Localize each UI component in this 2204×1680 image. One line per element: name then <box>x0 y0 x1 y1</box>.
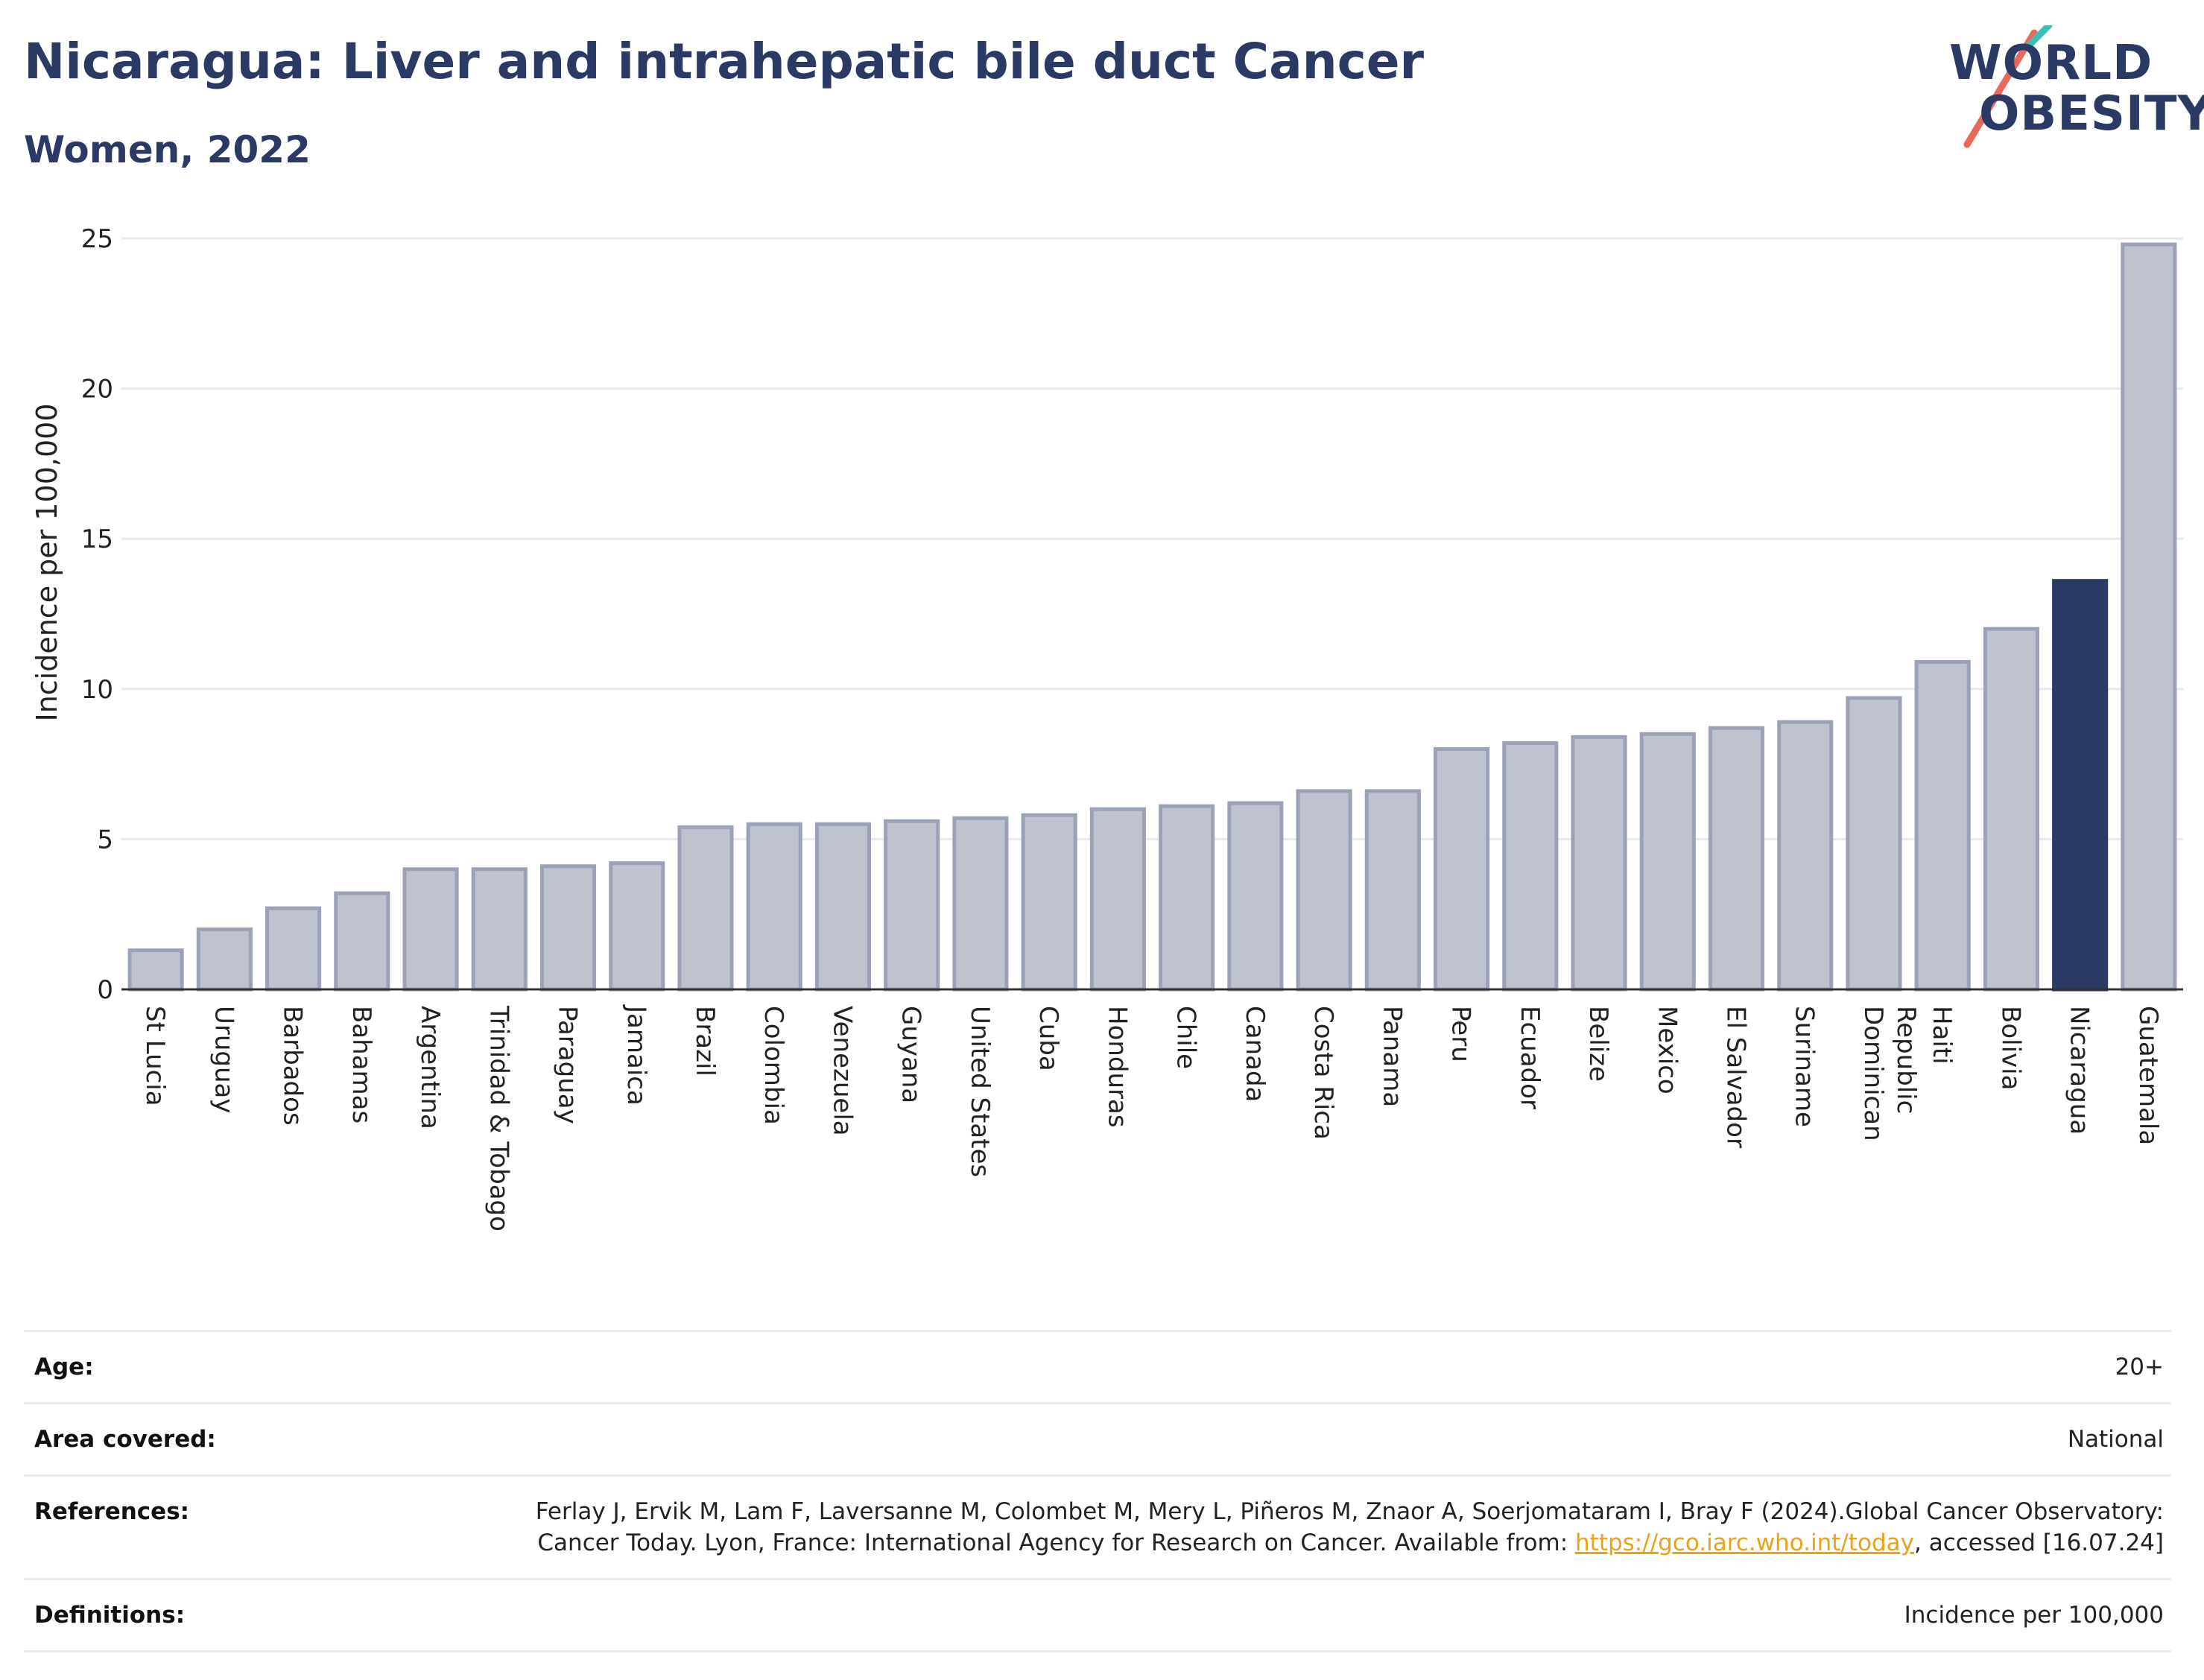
x-tick-label: Venezuela <box>827 1006 857 1136</box>
definitions-value: Incidence per 100,000 <box>1904 1602 2164 1629</box>
bar-venezuela <box>814 822 871 992</box>
bar-paraguay <box>539 864 597 992</box>
x-tick-label: Guyana <box>896 1006 926 1103</box>
bars <box>127 242 2177 992</box>
bar-dominican-republic <box>1846 696 1902 992</box>
bar-chile <box>1159 804 1215 992</box>
bar-uruguay <box>196 927 253 992</box>
x-tick-label: Trinidad & Tobago <box>484 1005 513 1232</box>
x-tick-label: Costa Rica <box>1308 1006 1338 1140</box>
references-label: References: <box>34 1498 190 1525</box>
x-tick-label: Honduras <box>1102 1006 1132 1128</box>
x-tick-label: Paraguay <box>553 1006 583 1124</box>
bar-barbados <box>265 906 322 992</box>
bar-argentina <box>402 867 459 992</box>
x-tick-label: Suriname <box>1790 1006 1820 1127</box>
info-row-age: Age: 20+ <box>24 1330 2171 1402</box>
bar-bahamas <box>334 891 390 992</box>
bar-ecuador <box>1502 741 1559 992</box>
bar-suriname <box>1777 720 1834 992</box>
info-row-definitions: Definitions: Incidence per 100,000 <box>24 1578 2171 1652</box>
bar-guatemala <box>2121 242 2177 992</box>
x-tick-label: Jamaica <box>621 1004 651 1106</box>
bar-peru <box>1434 747 1490 992</box>
bar-jamaica <box>609 861 665 992</box>
bar-bolivia <box>1983 627 2039 992</box>
y-tick-label: 15 <box>81 524 113 554</box>
logo-line-1: WORLD <box>1949 36 2153 91</box>
references-link[interactable]: https://gco.iarc.who.int/today <box>1575 1530 1914 1556</box>
y-tick-label: 25 <box>81 224 113 254</box>
x-tick-label: Brazil <box>690 1006 720 1077</box>
axes: 0 5 10 15 20 25 St Lucia Uruguay Barbados Bahamas… <box>81 224 2183 1232</box>
chart-subtitle: Women, 2022 <box>24 128 311 171</box>
x-tick-label: El Salvador <box>1720 1006 1750 1148</box>
x-tick-label: Argentina <box>415 1006 445 1129</box>
x-tick-label: Belize <box>1583 1006 1613 1082</box>
area-label: Area covered: <box>34 1426 216 1453</box>
logo-line-2: OBESITY <box>1979 86 2204 142</box>
x-tick-label: Guatemala <box>2133 1006 2163 1145</box>
x-tick-label: Uruguay <box>209 1006 238 1114</box>
y-tick-label: 5 <box>97 825 113 855</box>
references-text: Ferlay J, Ervik M, Lam F, Laversanne M, … <box>535 1498 2164 1556</box>
bar-guyana <box>884 819 940 992</box>
bar-nicaragua <box>2052 579 2109 992</box>
y-tick-label: 20 <box>81 375 113 405</box>
bar-costa-rica <box>1296 789 1352 992</box>
references-tail: , accessed [16.07.24] <box>1913 1530 2164 1556</box>
definitions-label: Definitions: <box>34 1602 186 1629</box>
x-tick-label: Dominican Republic <box>1858 1006 1921 1141</box>
bar-trinidad-tobago <box>471 867 528 992</box>
bar-panama <box>1364 789 1421 992</box>
x-tick-label: Mexico <box>1652 1006 1682 1094</box>
bar-belize <box>1571 735 1627 992</box>
references-value: Ferlay J, Ervik M, Lam F, Laversanne M, … <box>24 1477 2171 1578</box>
age-label: Age: <box>34 1354 94 1381</box>
x-tick-label: Panama <box>1377 1006 1407 1107</box>
chart-title: Nicaragua: Liver and intrahepatic bile d… <box>24 33 1425 90</box>
bar-cuba <box>1021 813 1077 992</box>
x-tick-label: United States <box>965 1006 995 1177</box>
x-tick-label: Bahamas <box>346 1006 376 1123</box>
x-tick-label: Barbados <box>278 1006 308 1126</box>
age-value: 20+ <box>2115 1354 2164 1381</box>
bar-united-states <box>952 816 1009 992</box>
y-tick-label: 10 <box>81 675 113 705</box>
x-tick-label: Cuba <box>1033 1006 1063 1071</box>
info-row-references: References: Ferlay J, Ervik M, Lam F, La… <box>24 1474 2171 1578</box>
x-tick-label: Nicaragua <box>2065 1006 2094 1135</box>
logo-slash-icon <box>1963 25 2053 148</box>
bar-honduras <box>1089 807 1146 992</box>
x-tick-label: Haiti <box>1927 1006 1957 1065</box>
x-tick-label: Canada <box>1240 1006 1270 1102</box>
bar-brazil <box>677 825 734 992</box>
y-axis-label: Incidence per 100,000 <box>31 403 63 721</box>
bar-st-lucia <box>127 948 184 992</box>
x-tick-label: Ecuador <box>1515 1006 1545 1109</box>
y-tick-label: 0 <box>97 975 113 1005</box>
world-obesity-logo: WORLD OBESITY <box>1937 25 2204 167</box>
bar-haiti <box>1914 660 1971 992</box>
x-tick-label: Bolivia <box>1995 1006 2025 1090</box>
x-tick-label: Colombia <box>759 1006 788 1125</box>
bar-mexico <box>1639 732 1696 992</box>
x-tick-label: Peru <box>1446 1006 1476 1062</box>
info-table: Age: 20+ Area covered: National Referenc… <box>24 1330 2171 1652</box>
bar-chart: 0 5 10 15 20 25 St Lucia Uruguay Barbados Bahamas… <box>31 224 2183 1232</box>
bar-colombia <box>746 822 802 992</box>
x-tick-label: St Lucia <box>140 1006 170 1106</box>
area-value: National <box>2067 1426 2164 1453</box>
x-tick-label: Chile <box>1171 1006 1201 1069</box>
bar-el-salvador <box>1708 726 1765 992</box>
bar-canada <box>1227 801 1284 992</box>
info-row-area: Area covered: National <box>24 1402 2171 1474</box>
